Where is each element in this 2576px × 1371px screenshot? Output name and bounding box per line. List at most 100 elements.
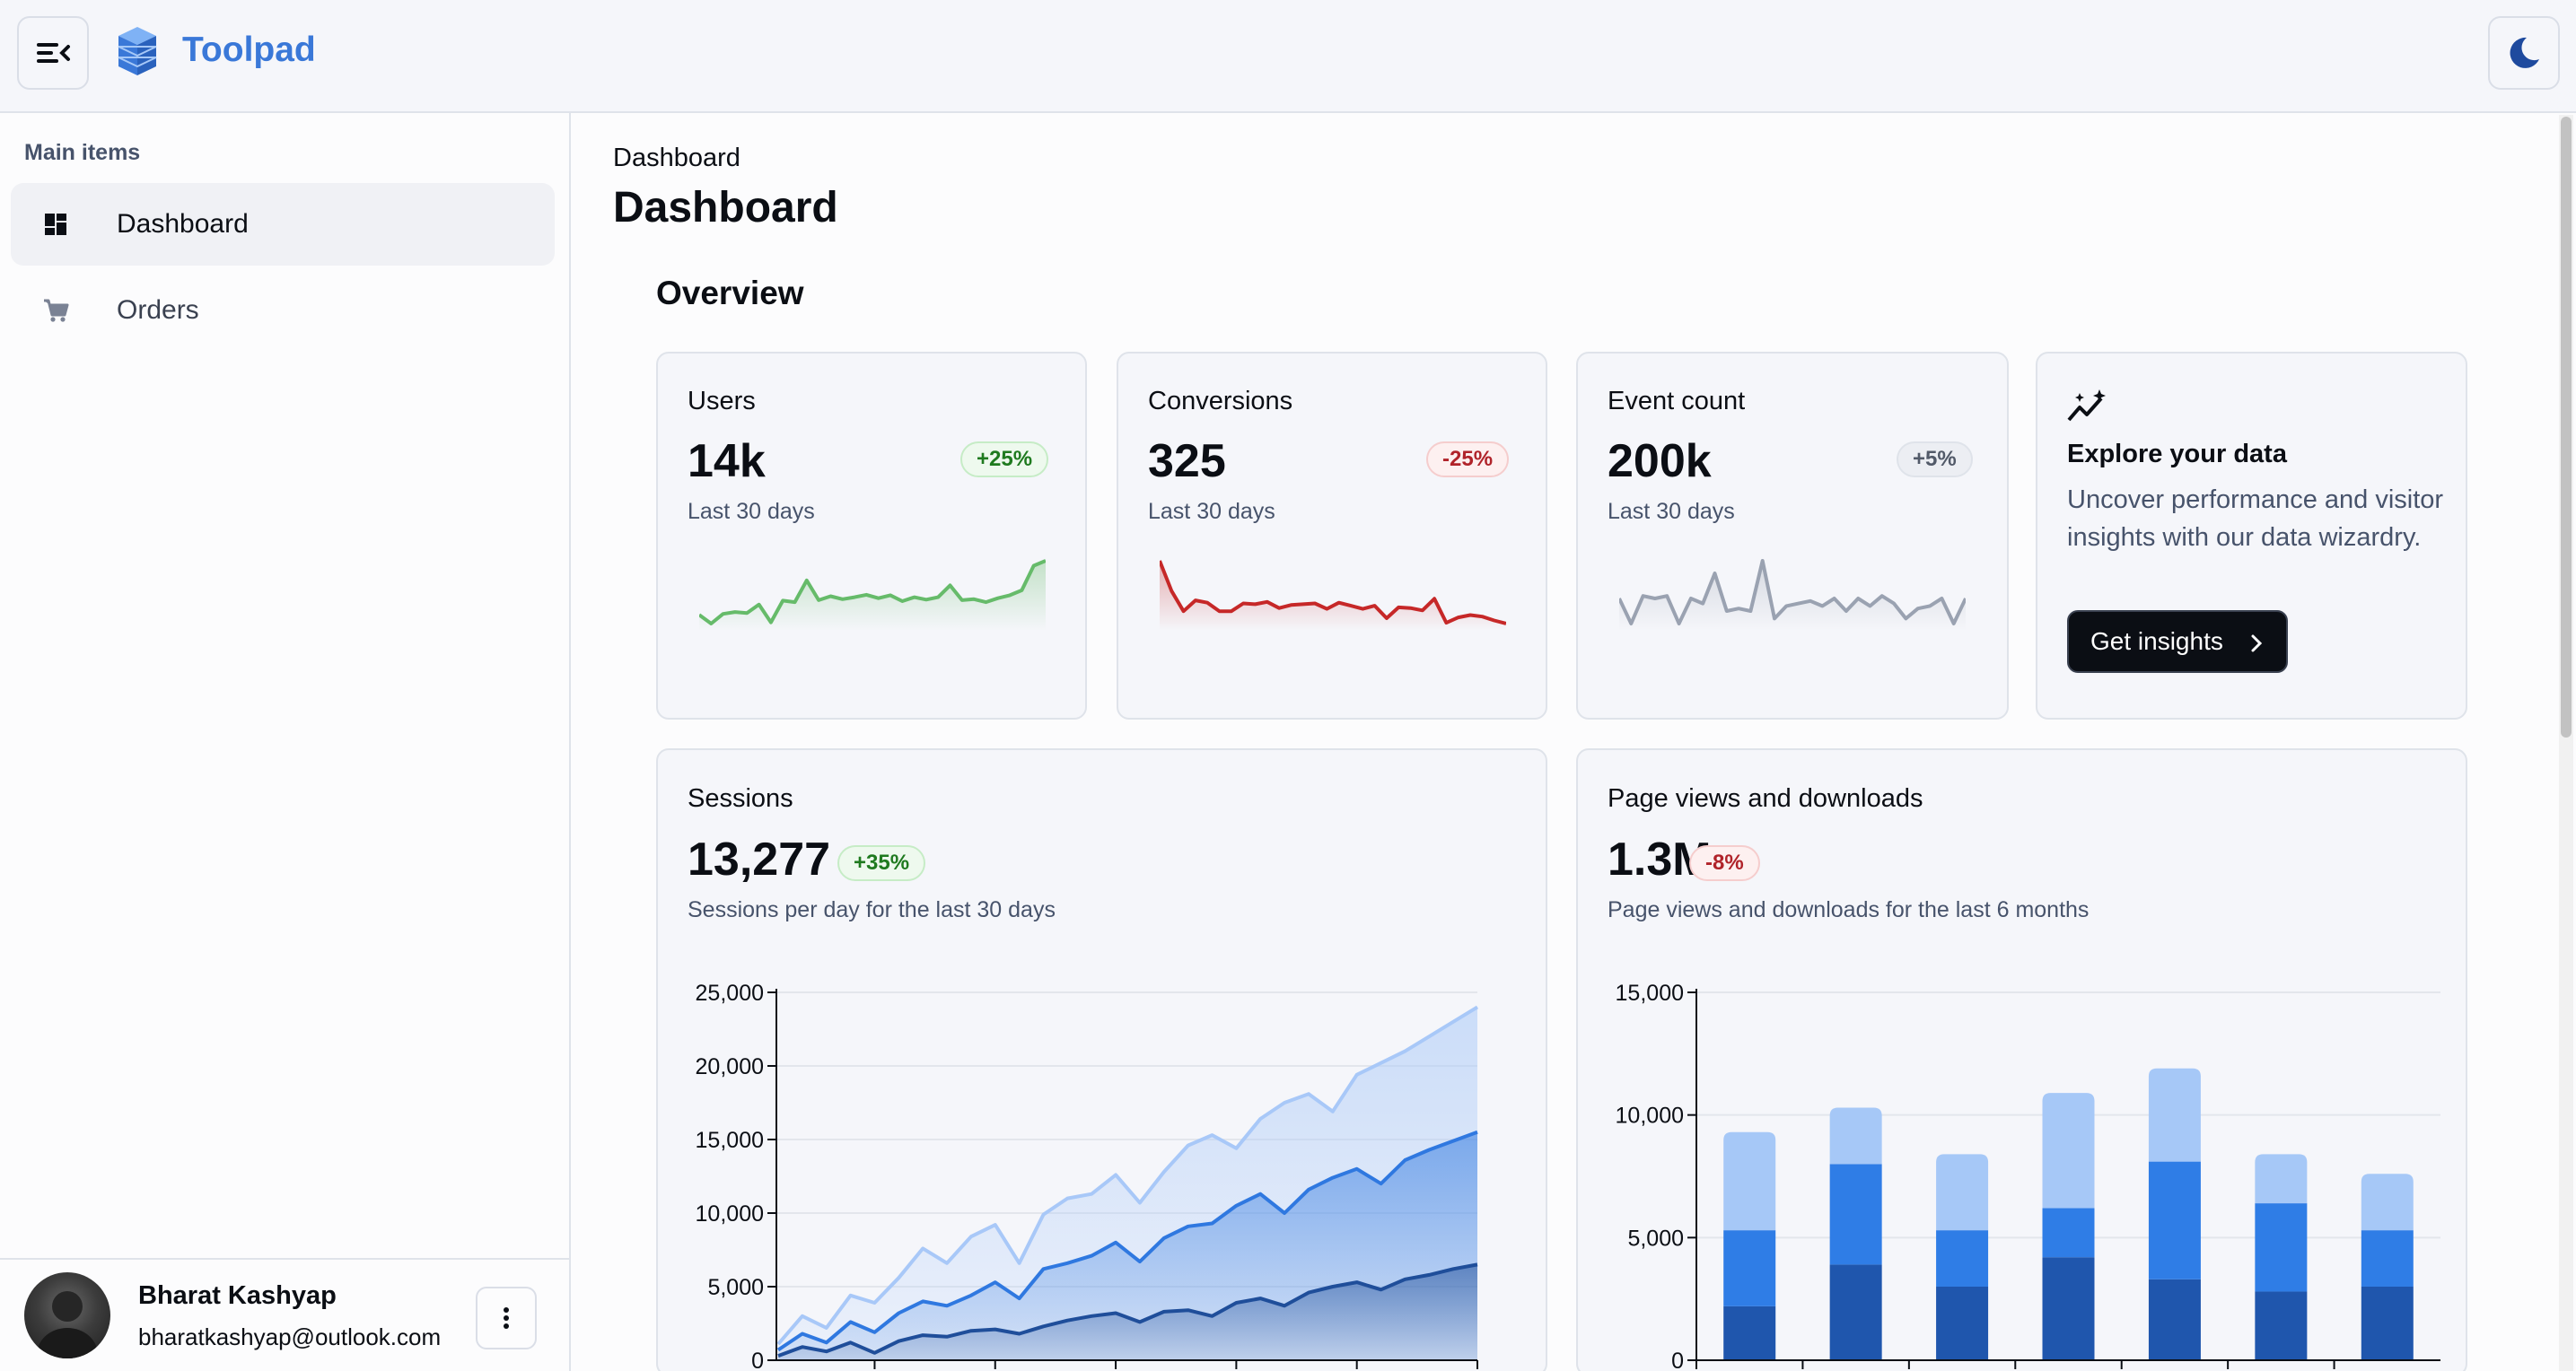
bar-segment [2148,1161,2201,1279]
stat-card-event-count: Event count 200k +5% Last 30 days [1576,352,2009,720]
bar-segment [1723,1230,1776,1306]
bar-segment [1723,1306,1776,1360]
menu-toggle-button[interactable] [17,16,89,90]
sparkline-line [1160,560,1506,625]
y-tick-label: 10,000 [696,1201,764,1227]
sessions-title: Sessions [688,784,793,813]
bar-segment [1829,1164,1882,1265]
button-label: Get insights [2090,627,2223,655]
sparkline-line [699,559,1046,625]
pageviews-card: Page views and downloads 1.3M -8% Page v… [1576,748,2467,1371]
y-tick-label: 5,000 [1627,1226,1684,1251]
sparkline-line [1619,559,1966,625]
get-insights-button[interactable]: Get insights [2067,610,2288,673]
sparkline-area [1160,561,1506,631]
sidebar-item-label: Orders [117,295,199,325]
y-tick-label: 0 [1671,1349,1684,1371]
explore-description: Uncover performance and visitor insights… [2067,485,2444,552]
bar-segment [2361,1174,2414,1231]
main-content: Dashboard Dashboard Overview Users 14k +… [571,113,2576,1371]
stat-card-period: Last 30 days [1608,499,1735,524]
trend-chip: -8% [1689,845,1760,881]
sidebar-item-label: Dashboard [117,209,249,239]
scrollbar-thumb[interactable] [2561,117,2572,738]
trend-chip: -25% [1426,441,1510,477]
sparkline-chart [1160,560,1506,631]
area-series-line [776,1005,1479,1346]
bar-segment [1829,1264,1882,1360]
sparkline-chart [1619,559,1966,631]
y-tick-label: 0 [751,1349,764,1371]
explore-title: Explore your data [2067,440,2287,468]
bar-segment [1936,1230,1989,1287]
bar-segment [2042,1257,2095,1360]
bar-segment [2255,1291,2308,1360]
stat-card-value: 325 [1148,435,1226,487]
pageviews-title: Page views and downloads [1608,784,1923,813]
theme-toggle-button[interactable] [2488,16,2560,90]
bar-segment [2042,1093,2095,1209]
sessions-card: Sessions 13,277 +35% Sessions per day fo… [656,748,1547,1371]
user-email: bharatkashyap@outlook.com [138,1323,442,1350]
brand-name[interactable]: Toolpad [182,31,316,69]
sidebar-section-header: Main items [24,140,141,165]
sparkline-area [1619,561,1966,631]
bar-segment [2361,1287,2414,1360]
sidebar-item-dashboard[interactable]: Dashboard [11,183,555,266]
trend-chip: +35% [837,845,926,881]
stat-card-title: Event count [1608,387,1746,415]
bar-segment [1936,1287,1989,1360]
explore-card: Explore your data Uncover performance an… [2036,352,2467,720]
y-tick-label: 20,000 [696,1054,764,1079]
bar-segment [1829,1107,1882,1165]
y-tick-label: 15,000 [1616,981,1684,1006]
stat-card-period: Last 30 days [1148,499,1275,524]
trend-chip: +5% [1897,441,1973,477]
toolpad-logo-icon[interactable] [117,25,158,77]
bar-segment [2042,1208,2095,1258]
user-name: Bharat Kashyap [138,1281,337,1310]
sparkline-area [699,561,1046,631]
bar-segment [2361,1230,2414,1287]
stat-card-title: Conversions [1148,387,1293,415]
chevron-right-icon [2251,634,2263,652]
y-tick-label: 25,000 [696,981,764,1006]
app-header: Toolpad [0,0,2576,113]
dashboard-icon [45,214,66,235]
stat-card-title: Users [688,387,756,415]
y-tick-label: 15,000 [696,1128,764,1153]
user-profile: Bharat Kashyap bharatkashyap@outlook.com [0,1258,569,1371]
moon-icon [2510,37,2539,68]
trend-chip: +25% [960,441,1049,477]
stat-card-value: 14k [688,435,766,487]
bar-segment [1723,1131,1776,1231]
sessions-value: 13,277 [688,834,831,886]
menu-collapse-icon [37,43,70,63]
y-tick-label: 10,000 [1616,1104,1684,1129]
stat-card-users: Users 14k +25% Last 30 days [656,352,1087,720]
bar-segment [1936,1154,1989,1231]
bar-segment [2148,1068,2201,1162]
sidebar: Main items Dashboard Orders Bharat Kashy… [0,113,571,1371]
section-title-overview: Overview [656,275,804,311]
page-title: Dashboard [613,184,838,231]
y-tick-label: 5,000 [707,1275,764,1300]
area-series-line [777,1262,1478,1358]
pageviews-subtitle: Page views and downloads for the last 6 … [1608,897,2090,922]
bar-segment [2148,1279,2201,1360]
sidebar-item-orders[interactable]: Orders [11,269,555,352]
insights-sparkle-icon [2067,389,2106,422]
more-vertical-icon [504,1307,509,1329]
bar-segment [2255,1154,2308,1204]
stat-card-value: 200k [1608,435,1712,487]
cart-icon [44,299,69,322]
user-menu-button[interactable] [476,1287,537,1349]
area-series-line [776,1130,1478,1352]
avatar[interactable] [24,1272,110,1358]
sparkline-chart [699,559,1046,631]
stat-card-period: Last 30 days [688,499,815,524]
breadcrumb[interactable]: Dashboard [613,144,740,172]
stat-card-conversions: Conversions 325 -25% Last 30 days [1117,352,1547,720]
